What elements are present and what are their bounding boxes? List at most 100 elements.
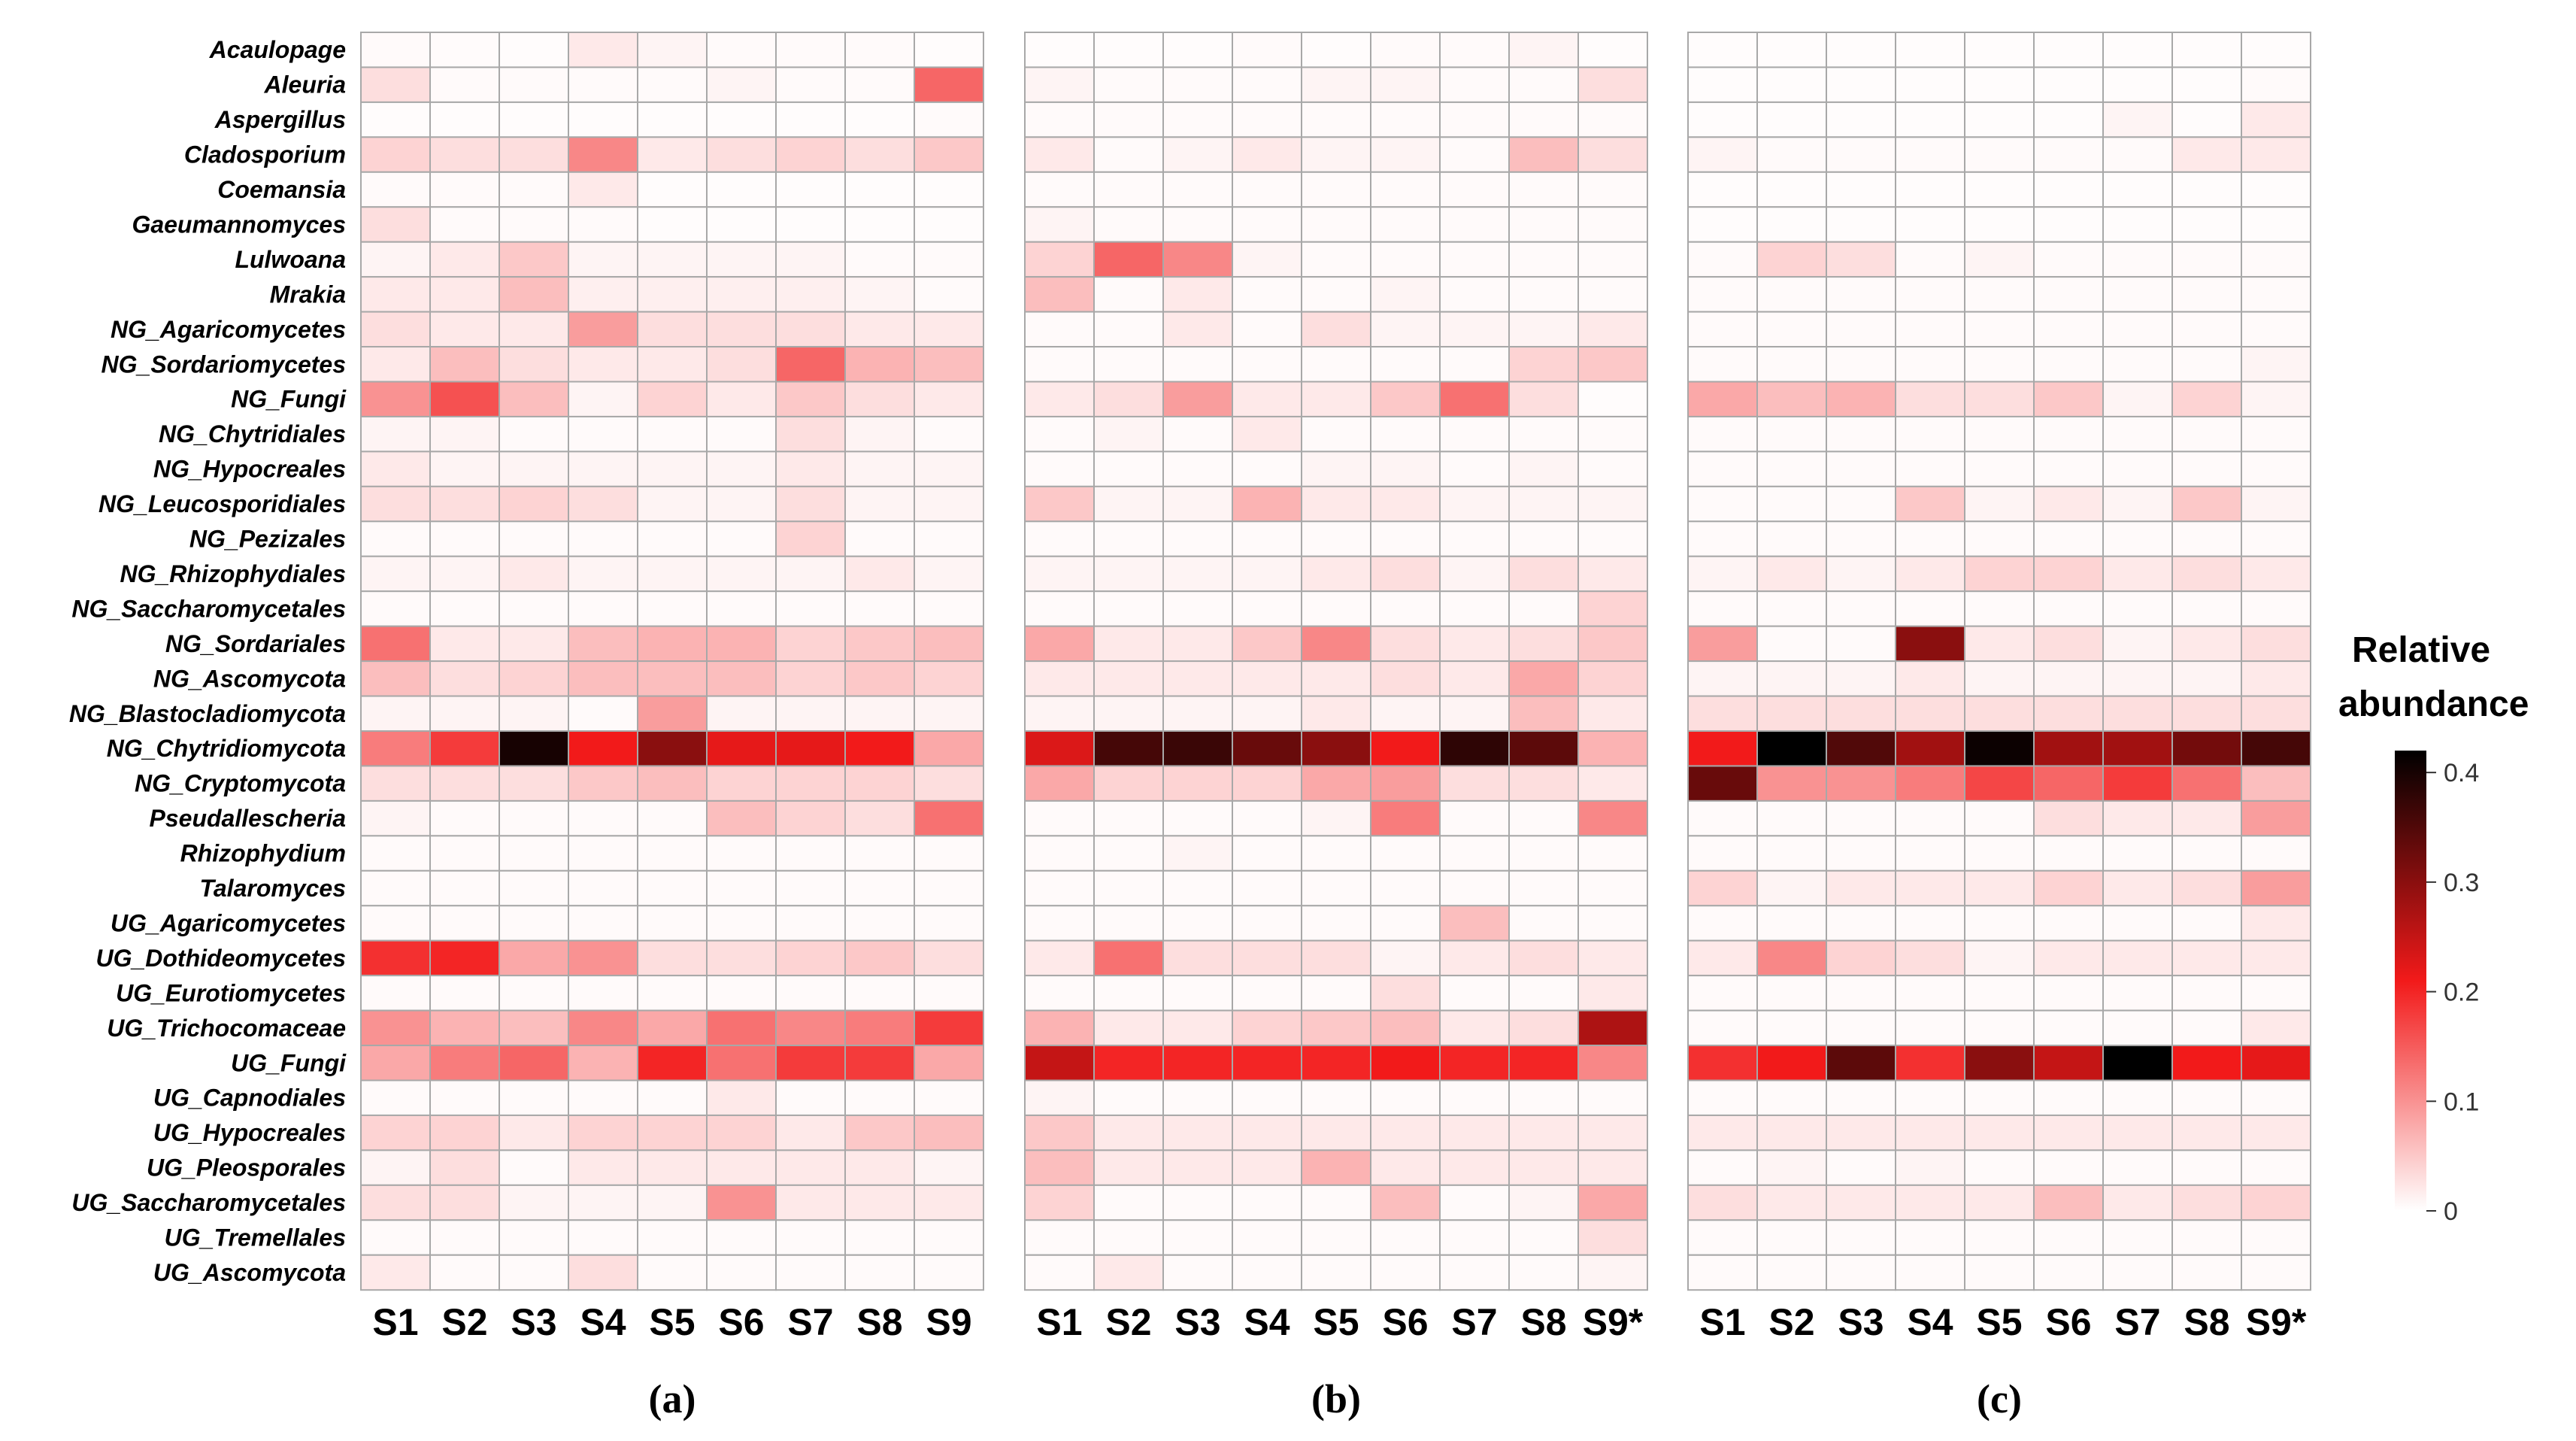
heatmap-cell [637,171,708,208]
heatmap-cell [1826,660,1896,697]
heatmap-cell [914,835,984,872]
heatmap-cell [568,1009,638,1047]
heatmap-cell [1895,1219,1965,1256]
heatmap-cell [1439,485,1510,523]
heatmap-cell [914,520,984,557]
heatmap-cell [775,1009,846,1047]
heatmap-cell [429,311,500,348]
heatmap-cell [706,32,777,68]
column-label: S6 [718,1301,764,1343]
heatmap-cell [1577,66,1648,103]
heatmap-cell [1301,1219,1371,1256]
heatmap-cell [1687,905,1758,942]
heatmap-cell [1162,799,1233,837]
heatmap-cell [1439,136,1510,173]
row-label: NG_Agaricomycetes [111,316,346,343]
heatmap-cell [2102,1184,2173,1221]
heatmap-cell [844,381,915,417]
heatmap-cell [1024,1079,1095,1116]
heatmap-cell [568,869,638,907]
heatmap-cell [1508,1254,1579,1291]
heatmap-cell [706,939,777,977]
heatmap-cell [1232,975,1302,1012]
legend-title-line-2: abundance [2338,684,2529,724]
heatmap-cell [1093,415,1164,453]
heatmap-cell [568,1149,638,1186]
heatmap-cell [1756,1045,1827,1082]
heatmap-cell [2241,1045,2311,1082]
heatmap-cell [1895,799,1965,837]
heatmap-cell [2241,1149,2311,1186]
heatmap-cell [2241,1009,2311,1047]
heatmap-cell [914,625,984,663]
heatmap-cell [1964,765,2035,802]
heatmap-cell [2102,799,2173,837]
heatmap-cell [1508,1219,1579,1256]
heatmap-cell [706,1184,777,1221]
heatmap-cell [1024,799,1095,837]
heatmap-cell [568,346,638,383]
row-label: NG_Ascomycota [153,665,346,692]
row-label: NG_Pezizales [189,526,346,553]
heatmap-cell [914,695,984,732]
heatmap-cell [429,381,500,417]
heatmap-cell [1756,660,1827,697]
heatmap-cell [1756,975,1827,1012]
heatmap-cell [1024,206,1095,243]
heatmap-cell [568,765,638,802]
heatmap-cell [1508,451,1579,487]
heatmap-cell [429,555,500,593]
heatmap-cell [914,311,984,348]
heatmap-cell [1093,451,1164,487]
heatmap-cell [2171,1009,2242,1047]
heatmap-cell [1024,1009,1095,1047]
heatmap-cell [1024,136,1095,173]
heatmap-cell [1964,381,2035,417]
heatmap-cell [775,1079,846,1116]
heatmap-cell [775,206,846,243]
heatmap-cell [2171,451,2242,487]
heatmap-cell [360,311,431,348]
heatmap-cell [1964,485,2035,523]
heatmap-cell [1301,1149,1371,1186]
heatmap-cell [1370,1219,1441,1256]
legend-ticks: 0 0.1 0.2 0.3 0.4 [2426,759,2479,1226]
heatmap-cell [775,1149,846,1186]
row-label: NG_Rhizophydiales [120,560,347,587]
heatmap-cell [2033,730,2104,767]
heatmap-cell [1687,346,1758,383]
heatmap-cell [568,1254,638,1291]
heatmap-cell [914,975,984,1012]
heatmap-cell [1577,241,1648,278]
heatmap-cell [1301,905,1371,942]
heatmap-cell [1508,32,1579,68]
column-label: S5 [1976,1301,2022,1343]
heatmap-cell [706,415,777,453]
heatmap-cell [706,695,777,732]
heatmap-cell [568,905,638,942]
heatmap-cell [1093,1254,1164,1291]
heatmap-cell [1964,1009,2035,1047]
heatmap-cell [844,625,915,663]
heatmap-cell [1232,660,1302,697]
heatmap-cell [914,32,984,68]
heatmap-cell [1964,136,2035,173]
heatmap-cell [1232,32,1302,68]
heatmap-cell [360,241,431,278]
heatmap-cell [1577,1219,1648,1256]
heatmap-cell [1301,835,1371,872]
heatmap-cell [1301,32,1371,68]
heatmap-cell [1826,451,1896,487]
heatmap-cell [1508,1009,1579,1047]
heatmap-cell [1232,136,1302,173]
heatmap-cell [1301,660,1371,697]
heatmap-cell [1964,835,2035,872]
heatmap-cell [1964,660,2035,697]
column-label: S7 [2114,1301,2160,1343]
heatmap-cell [1093,66,1164,103]
heatmap-cell [1439,241,1510,278]
heatmap-cell [360,451,431,487]
heatmap-cell [2033,869,2104,907]
heatmap-cell [844,485,915,523]
heatmap-cell [1093,241,1164,278]
